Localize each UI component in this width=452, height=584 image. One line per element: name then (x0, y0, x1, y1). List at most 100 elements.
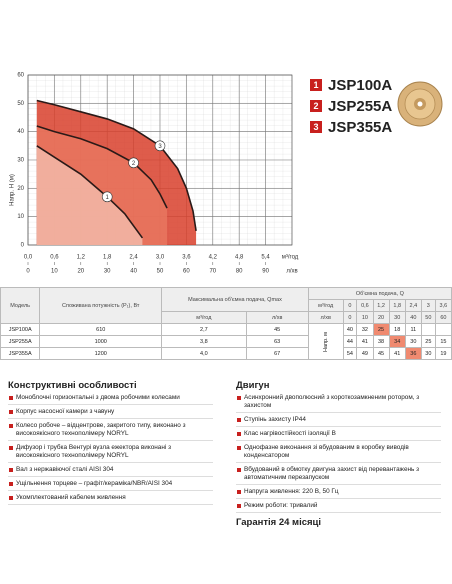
x2-tick-label: 30 (104, 269, 111, 275)
impeller (397, 81, 443, 127)
table-cell: 50 (420, 311, 436, 324)
table-cell: 45 (245, 323, 309, 336)
y-tick-label: 50 (17, 101, 24, 107)
legend-number: 2 (313, 101, 318, 111)
x-tick-label: 4,8 (235, 255, 244, 261)
x-tick-label: 3,0 (156, 255, 165, 261)
y-tick-label: 0 (21, 243, 25, 249)
table-cell: JSP255A (0, 335, 41, 348)
table-cell: 1,8 (388, 299, 406, 312)
curve (36, 145, 144, 239)
table-cell: 3,6 (434, 299, 452, 312)
table-row: JSP355A 1200 4,0 67 54 49 45 41 36 30 19 (0, 347, 452, 360)
curve (36, 125, 168, 209)
table-cell: 25 (420, 335, 436, 348)
table-cell: Напр. м (307, 323, 344, 360)
table-cell: 63 (245, 335, 309, 348)
table-cell: 1200 (39, 347, 163, 360)
warranty: Гарантія 24 місяці (236, 517, 322, 528)
table-cell: 45 (372, 347, 390, 360)
table-cell: JSP355A (0, 347, 41, 360)
table-cell: 0 (342, 299, 358, 312)
table-cell: 0,6 (356, 299, 374, 312)
table-row: Модель Споживана потужність (P₁), Вт Макси… (0, 287, 452, 324)
list-item: Колесо робоче – відцентрове, закритого т… (8, 422, 213, 441)
table-cell: Споживана потужність (P₁), Вт (39, 287, 163, 324)
list-item: Однофазне виконання зі вбудованим в коро… (236, 444, 441, 463)
list-item: Укомплектований кабелем живлення (8, 494, 213, 505)
table-cell: 38 (372, 335, 390, 348)
x-tick-label: 2,4 (129, 255, 138, 261)
table-cell: 30 (420, 347, 436, 360)
table-cell: 49 (356, 347, 374, 360)
x2-tick-label: 0 (26, 269, 30, 275)
table-cell: 19 (434, 347, 452, 360)
table-cell: л/хв (307, 311, 344, 324)
chart: 1 JSP100A 2 JSP255A 3 JSP355A Напр. H (м) м³/… (10, 73, 443, 275)
table-cell: 40 (404, 311, 422, 324)
table-cell: 4,0 (161, 347, 247, 360)
table-cell: л/хв (245, 311, 309, 324)
table-cell: м³/год (307, 299, 344, 312)
table-cell: 41 (356, 335, 374, 348)
curve-marker (154, 140, 166, 152)
x-tick-label: 3,6 (182, 255, 191, 261)
table-cell: м³/год (161, 311, 247, 324)
table-cell: 1000 (39, 335, 163, 348)
x2-tick-label: 10 (51, 269, 58, 275)
motor: Двигун Асинхронний двополюсний з коротко… (236, 380, 441, 528)
table-cell: 3 (420, 299, 436, 312)
curve-marker-label: 1 (106, 195, 110, 201)
x2-tick-label: 80 (236, 269, 243, 275)
area (36, 145, 143, 245)
x2-tick-label: 20 (77, 269, 84, 275)
y-tick-label: 10 (17, 214, 24, 220)
motor-title: Двигун (236, 380, 270, 391)
list-item: Ступінь захисту IP44 (236, 416, 441, 427)
table-cell: 41 (388, 347, 406, 360)
table-cell: 25 (372, 323, 390, 336)
table-cell: 10 (356, 311, 374, 324)
table-cell: 60 (434, 311, 452, 324)
x2-tick-label: 40 (130, 269, 137, 275)
table-cell: 34 (388, 335, 406, 348)
legend-swatch (310, 121, 322, 133)
list-item: Вбудований в обмотку двигуна захист від … (236, 466, 441, 485)
features: Конструктивні особливості Моноблочні гор… (8, 381, 213, 508)
table-cell: 67 (245, 347, 309, 360)
x2-unit: л/хв (286, 269, 297, 275)
table-cell: 3,8 (161, 335, 247, 348)
table-cell: 30 (404, 335, 422, 348)
table-cell: 610 (39, 323, 163, 336)
legend-label: JSP100A (328, 77, 392, 94)
y-tick-label: 30 (17, 158, 24, 164)
table-cell: 11 (404, 323, 422, 336)
table-cell: 2,7 (161, 323, 247, 336)
legend-swatch (310, 79, 322, 91)
curve-marker-label: 3 (158, 144, 162, 150)
curve-marker-label: 2 (132, 161, 136, 167)
table-cell: 1,2 (372, 299, 390, 312)
table-cell: 18 (388, 323, 406, 336)
list-item: Ущільнення торцеве – графіт/кераміка/NBR… (8, 480, 213, 491)
table-cell: 0 (342, 311, 358, 324)
table-cell: JSP100A (0, 323, 41, 336)
x-tick-label: 4,2 (209, 255, 218, 261)
y-tick-label: 40 (17, 129, 24, 135)
legend-label: JSP255A (328, 98, 392, 115)
list-item: Дифузор і трубка Вентурі вузла ежектора … (8, 444, 213, 463)
curve-marker (128, 157, 139, 169)
list-item: Корпус насосної камери з чавуну (8, 408, 213, 419)
table-cell: 44 (342, 335, 358, 348)
y-axis-title: Напр. H (м) (10, 174, 16, 206)
x2-tick-label: 50 (157, 269, 164, 275)
table-cell: Об'ємна подача, Q (307, 287, 452, 300)
list-item: Асинхронний двополюсний з короткозамкнен… (236, 394, 441, 413)
table-cell: 20 (372, 311, 390, 324)
x2-tick-label: 60 (183, 269, 190, 275)
table-cell (434, 323, 452, 336)
legend-label: JSP355A (328, 119, 392, 136)
x-tick-label: 1,8 (103, 255, 112, 261)
table-cell: 30 (388, 311, 406, 324)
